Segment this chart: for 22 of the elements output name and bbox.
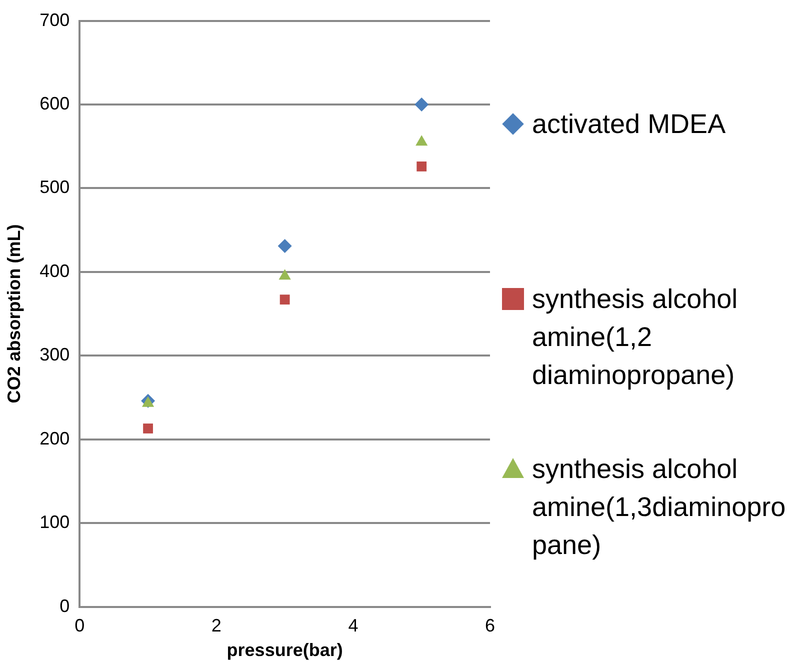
legend-label: synthesis alcohol amine(1,2 diaminopropane) — [532, 283, 739, 392]
point — [416, 162, 427, 172]
y-tick-label: 700 — [40, 10, 70, 30]
x-tick-label: 0 — [74, 616, 85, 636]
y-tick-label: 200 — [40, 428, 70, 448]
point — [280, 294, 290, 305]
y-axis-title: CO2 absorption (mL) — [4, 224, 24, 404]
point — [143, 424, 153, 434]
y-tick-label: 600 — [40, 93, 70, 114]
x-tick-label: 2 — [211, 616, 222, 636]
y-tick-label: 400 — [40, 260, 70, 281]
y-tick-label: 100 — [40, 512, 70, 532]
legend-label: activated MDEA — [532, 108, 727, 141]
y-tick-label: 300 — [40, 344, 70, 365]
legend-label: synthesis alcohol amine(1,3diaminopropane) — [532, 453, 787, 562]
x-axis-title: pressure(bar) — [226, 640, 343, 660]
x-tick-label: 4 — [348, 616, 358, 636]
point — [414, 98, 429, 112]
point — [278, 238, 292, 253]
y-tick-label: 0 — [60, 596, 70, 616]
x-tick-label: 6 — [484, 616, 496, 636]
y-tick-label: 500 — [40, 177, 70, 198]
